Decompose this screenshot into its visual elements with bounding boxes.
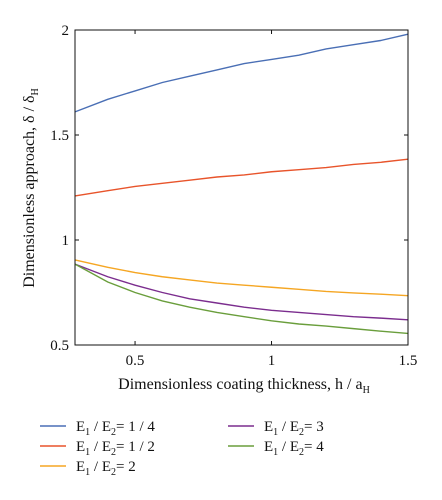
- x-axis-label: Dimensionless coating thickness, h / aH: [118, 376, 370, 396]
- x-tick-label: 0.5: [126, 353, 145, 369]
- axes: 0.5 1 1.5 0.5 1 1.5 2: [50, 23, 417, 369]
- legend-label: E1 / E2= 4: [264, 439, 324, 458]
- legend-label: E1 / E2= 3: [264, 419, 324, 438]
- legend-item-1: E1 / E2= 1 / 4: [40, 419, 155, 438]
- legend-item-4: E1 / E2= 3: [228, 419, 324, 438]
- y-tick-label: 2: [62, 23, 70, 39]
- series-line-3: [74, 259, 409, 297]
- legend: E1 / E2= 1 / 4E1 / E2= 1 / 2E1 / E2= 2 E1…: [40, 419, 324, 478]
- x-tick-label: 1: [268, 353, 276, 369]
- y-tick-label: 1.5: [50, 128, 69, 144]
- series-line-4: [74, 263, 409, 321]
- legend-item-2: E1 / E2= 1 / 2: [40, 439, 155, 458]
- series-line-2: [74, 158, 409, 197]
- y-tick-label: 0.5: [50, 338, 69, 354]
- series-line-1: [74, 33, 409, 113]
- plot-area: [74, 33, 409, 335]
- plot-frame: [74, 29, 409, 346]
- legend-label: E1 / E2= 2: [76, 459, 136, 478]
- y-axis-label: Dimensionless approach, δ / δH: [21, 88, 41, 288]
- legend-item-3: E1 / E2= 2: [40, 459, 136, 478]
- axis-labels: Dimensionless coating thickness, h / aH …: [21, 88, 370, 396]
- y-tick-label: 1: [62, 233, 70, 249]
- legend-label: E1 / E2= 1 / 4: [76, 419, 155, 438]
- legend-label: E1 / E2= 1 / 2: [76, 439, 155, 458]
- x-tick-label: 1.5: [399, 353, 418, 369]
- series-line-5: [74, 263, 409, 335]
- legend-item-5: E1 / E2= 4: [228, 439, 324, 458]
